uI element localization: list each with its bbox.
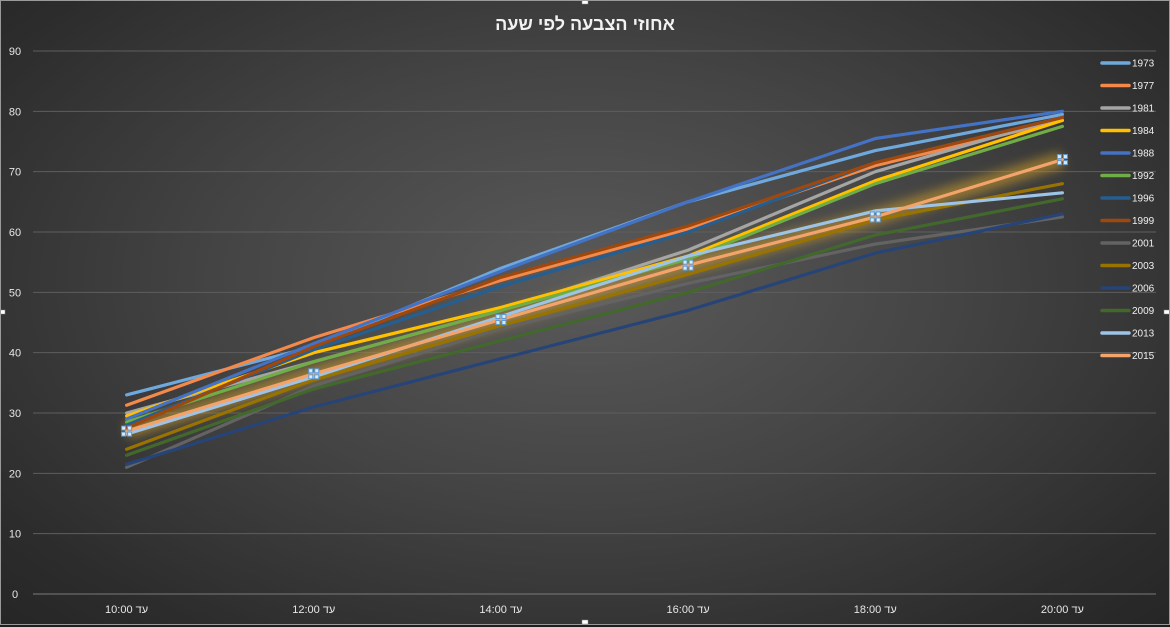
legend-label: 2001 (1132, 239, 1155, 250)
legend-label: 2006 (1132, 284, 1155, 295)
series-line-2006 (124, 212, 1065, 466)
legend: 1973 1977 1981 1984 1988 1992 1996 1999 2001 2003… (1100, 59, 1155, 362)
legend-label: 1988 (1132, 149, 1155, 160)
y-tick-label: 90 (9, 46, 21, 58)
y-tick-label: 50 (9, 287, 21, 299)
y-tick-label: 70 (9, 167, 21, 179)
series-point-marker (495, 313, 507, 325)
x-tick-label: עד 16:00 (667, 604, 710, 616)
y-tick-label: 0 (12, 589, 18, 601)
series-lines (124, 109, 1065, 469)
series-line-1988 (124, 109, 1065, 421)
legend-label: 1984 (1132, 126, 1155, 137)
series-line-1992 (124, 124, 1065, 424)
series-line-2015 (124, 158, 1065, 433)
legend-label: 1996 (1132, 194, 1155, 205)
resize-handle (1163, 309, 1169, 315)
legend-label: 1981 (1132, 104, 1155, 115)
series-point-marker (308, 368, 320, 380)
resize-handle (581, 619, 589, 624)
legend-label: 1977 (1132, 81, 1155, 92)
series-line-1999 (124, 115, 1065, 430)
y-tick-label: 80 (9, 106, 21, 118)
legend-label: 2009 (1132, 306, 1155, 317)
y-tick-label: 40 (9, 348, 21, 360)
resize-handle (1, 309, 6, 315)
series-point-marker (121, 425, 133, 437)
series-point-marker (869, 211, 881, 223)
x-tick-label: עד 10:00 (105, 604, 148, 616)
legend-label: 2015 (1132, 351, 1155, 362)
y-tick-label: 30 (9, 408, 21, 420)
series-line-1977 (124, 118, 1065, 407)
series-line-2009 (124, 197, 1065, 457)
x-tick-label: עד 12:00 (292, 604, 335, 616)
resize-handle (581, 1, 589, 5)
x-tick-label: עד 20:00 (1041, 604, 1084, 616)
legend-label: 2003 (1132, 261, 1155, 272)
legend-label: 1992 (1132, 171, 1155, 182)
legend-label: 1973 (1132, 59, 1155, 70)
series-point-marker (1056, 154, 1068, 166)
y-tick-label: 10 (9, 529, 21, 541)
gridlines (33, 50, 1156, 595)
x-axis-ticks: עד 10:00 עד 12:00 עד 14:00 עד 16:00 עד 18:00… (105, 604, 1084, 616)
chart-title: אחוזי הצבעה לפי שעה (495, 14, 675, 34)
series-line-1984 (124, 118, 1065, 418)
legend-label: 1999 (1132, 216, 1155, 227)
x-tick-label: עד 14:00 (479, 604, 522, 616)
selected-series-markers (121, 154, 1068, 437)
y-tick-label: 20 (9, 468, 21, 480)
y-tick-label: 60 (9, 227, 21, 239)
x-tick-label: עד 18:00 (854, 604, 897, 616)
legend-label: 2013 (1132, 329, 1155, 340)
y-axis-ticks: 0 10 20 30 40 50 60 70 80 90 (9, 46, 21, 601)
series-line-2003 (124, 182, 1065, 451)
series-line-1996 (124, 115, 1065, 427)
series-point-marker (682, 259, 694, 271)
